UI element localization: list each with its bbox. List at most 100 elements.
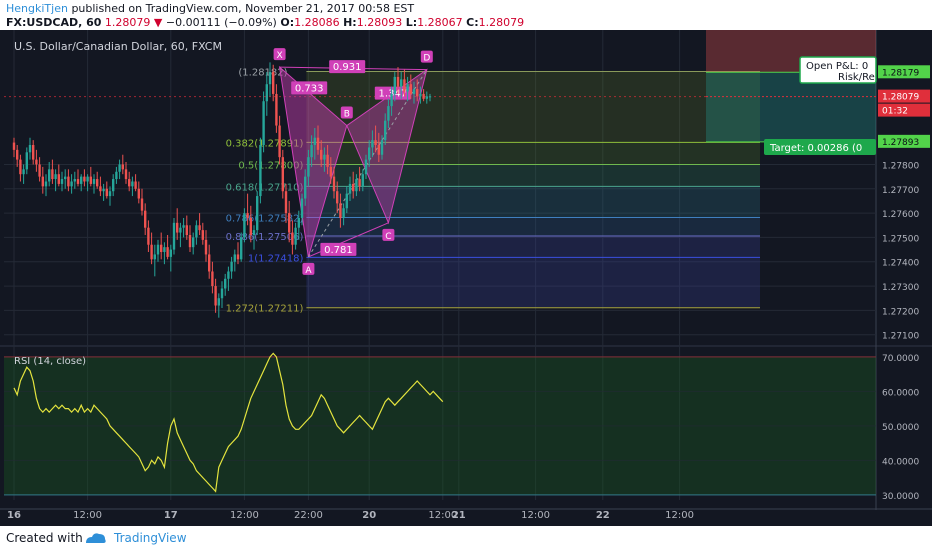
point-label: B [344,110,350,120]
rsi-panel [4,352,876,496]
candle-body [419,93,422,97]
candle-body [240,237,243,260]
publish-line: HengkiTjen published on TradingView.com,… [6,2,414,15]
time-tick-label: 16 [7,510,21,521]
change-value: −0.00111 (−0.09%) [165,16,277,29]
candle-body [160,244,163,253]
candle-body [182,225,185,228]
candle-body [217,298,220,306]
time-tick-label: 17 [164,510,178,521]
point-label: D [423,54,430,64]
candle-body [179,227,182,233]
fib-zone [306,164,760,187]
price-tick-label: 1.27100 [882,332,919,342]
candle-body [214,286,217,306]
candle-body [406,84,409,92]
candle-body [73,179,76,182]
fib-level-label: 0.786(1.27582) [226,213,304,224]
candle-body [412,89,416,94]
price-tag-label: 01:32 [882,107,908,117]
fib-level-label: 1.272(1.27211) [226,304,304,315]
price-tag [878,134,930,148]
candle-body [224,278,227,289]
candle-body [307,157,310,177]
chart-canvas[interactable]: (1.28182)0.382(1.27891)0.5(1.27800)0.618… [0,30,932,526]
candle-body [16,149,19,160]
fib-zone [306,71,760,143]
chart-frame[interactable]: (1.28182)0.382(1.27891)0.5(1.27800)0.618… [0,30,932,526]
candle-body [48,169,51,182]
fib-level-label: 0.886(1.27506) [226,232,304,243]
target-label: Target: 0.00286 (0 [769,143,862,154]
low-value: 1.28067 [417,16,463,29]
candle-body [400,79,403,87]
candle-body [230,261,233,272]
candle-body [275,93,278,126]
rsi-line [13,352,444,493]
candle-body [358,179,361,187]
pattern-ad-dashed-line [307,69,428,258]
candle-body [128,179,131,187]
open-pl-label: Open P&L: 0 [806,61,868,72]
candle-body [172,222,176,250]
candle-body [35,159,38,165]
candle-body [428,96,432,98]
low-label: L: [405,16,418,29]
publish-text: published on TradingView.com, November 2… [71,2,415,15]
candle-body [262,101,265,146]
point-label: A [305,266,312,276]
rsi-tick-label: 70.0000 [882,354,919,364]
candle-body [166,247,169,257]
candle-body [300,198,304,218]
candle-body [336,191,339,204]
close-value: 1.28079 [478,16,525,29]
candle-body [377,145,380,155]
candle-body [272,72,275,94]
author-link[interactable]: HengkiTjen [6,2,68,15]
candle-body [361,174,364,187]
candle-body [390,93,393,107]
candle-body [313,137,316,146]
fib-zone [306,142,760,165]
time-tick-label: 22 [596,510,610,521]
candle-body [102,188,105,192]
candle-body [192,237,195,248]
candle-body [153,254,156,260]
candle-body [89,176,92,184]
candle-body [364,159,368,175]
fib-level-label: 1(1.27418) [248,253,304,264]
candle-body [60,179,64,184]
candle-body [339,203,342,218]
candle-body [256,196,259,231]
ratio-label: 0.781 [324,245,353,256]
chart-background [0,30,932,526]
candle-body [28,145,32,153]
candle-body [41,176,44,187]
candle-body [387,106,390,121]
target-box [764,139,876,155]
candle-body [163,247,166,253]
candle-body [185,225,188,235]
time-tick-label: 12:00 [521,510,550,521]
high-value: 1.28093 [356,16,403,29]
candle-body [259,145,262,197]
price-tag [878,89,930,103]
fib-level-label: 0.5(1.27800) [238,160,303,171]
candle-body [144,210,147,228]
candle-body [137,188,140,199]
tradingview-link[interactable]: TradingView [114,531,187,545]
candle-body [134,181,137,189]
candle-body [211,271,214,287]
point-badge [382,228,395,241]
candle-body [265,84,268,102]
price-tick-label: 1.27800 [882,161,919,171]
candles [12,62,432,318]
ratio-box [320,242,357,256]
candle-body [252,230,256,235]
fib-zone [306,217,760,236]
candle-body [169,249,172,257]
candle-body [342,208,345,218]
price-tick-label: 1.27500 [882,234,919,244]
ohlc-line: FX:USDCAD, 60 1.28079 ▼ −0.00111 (−0.09%… [6,16,524,29]
